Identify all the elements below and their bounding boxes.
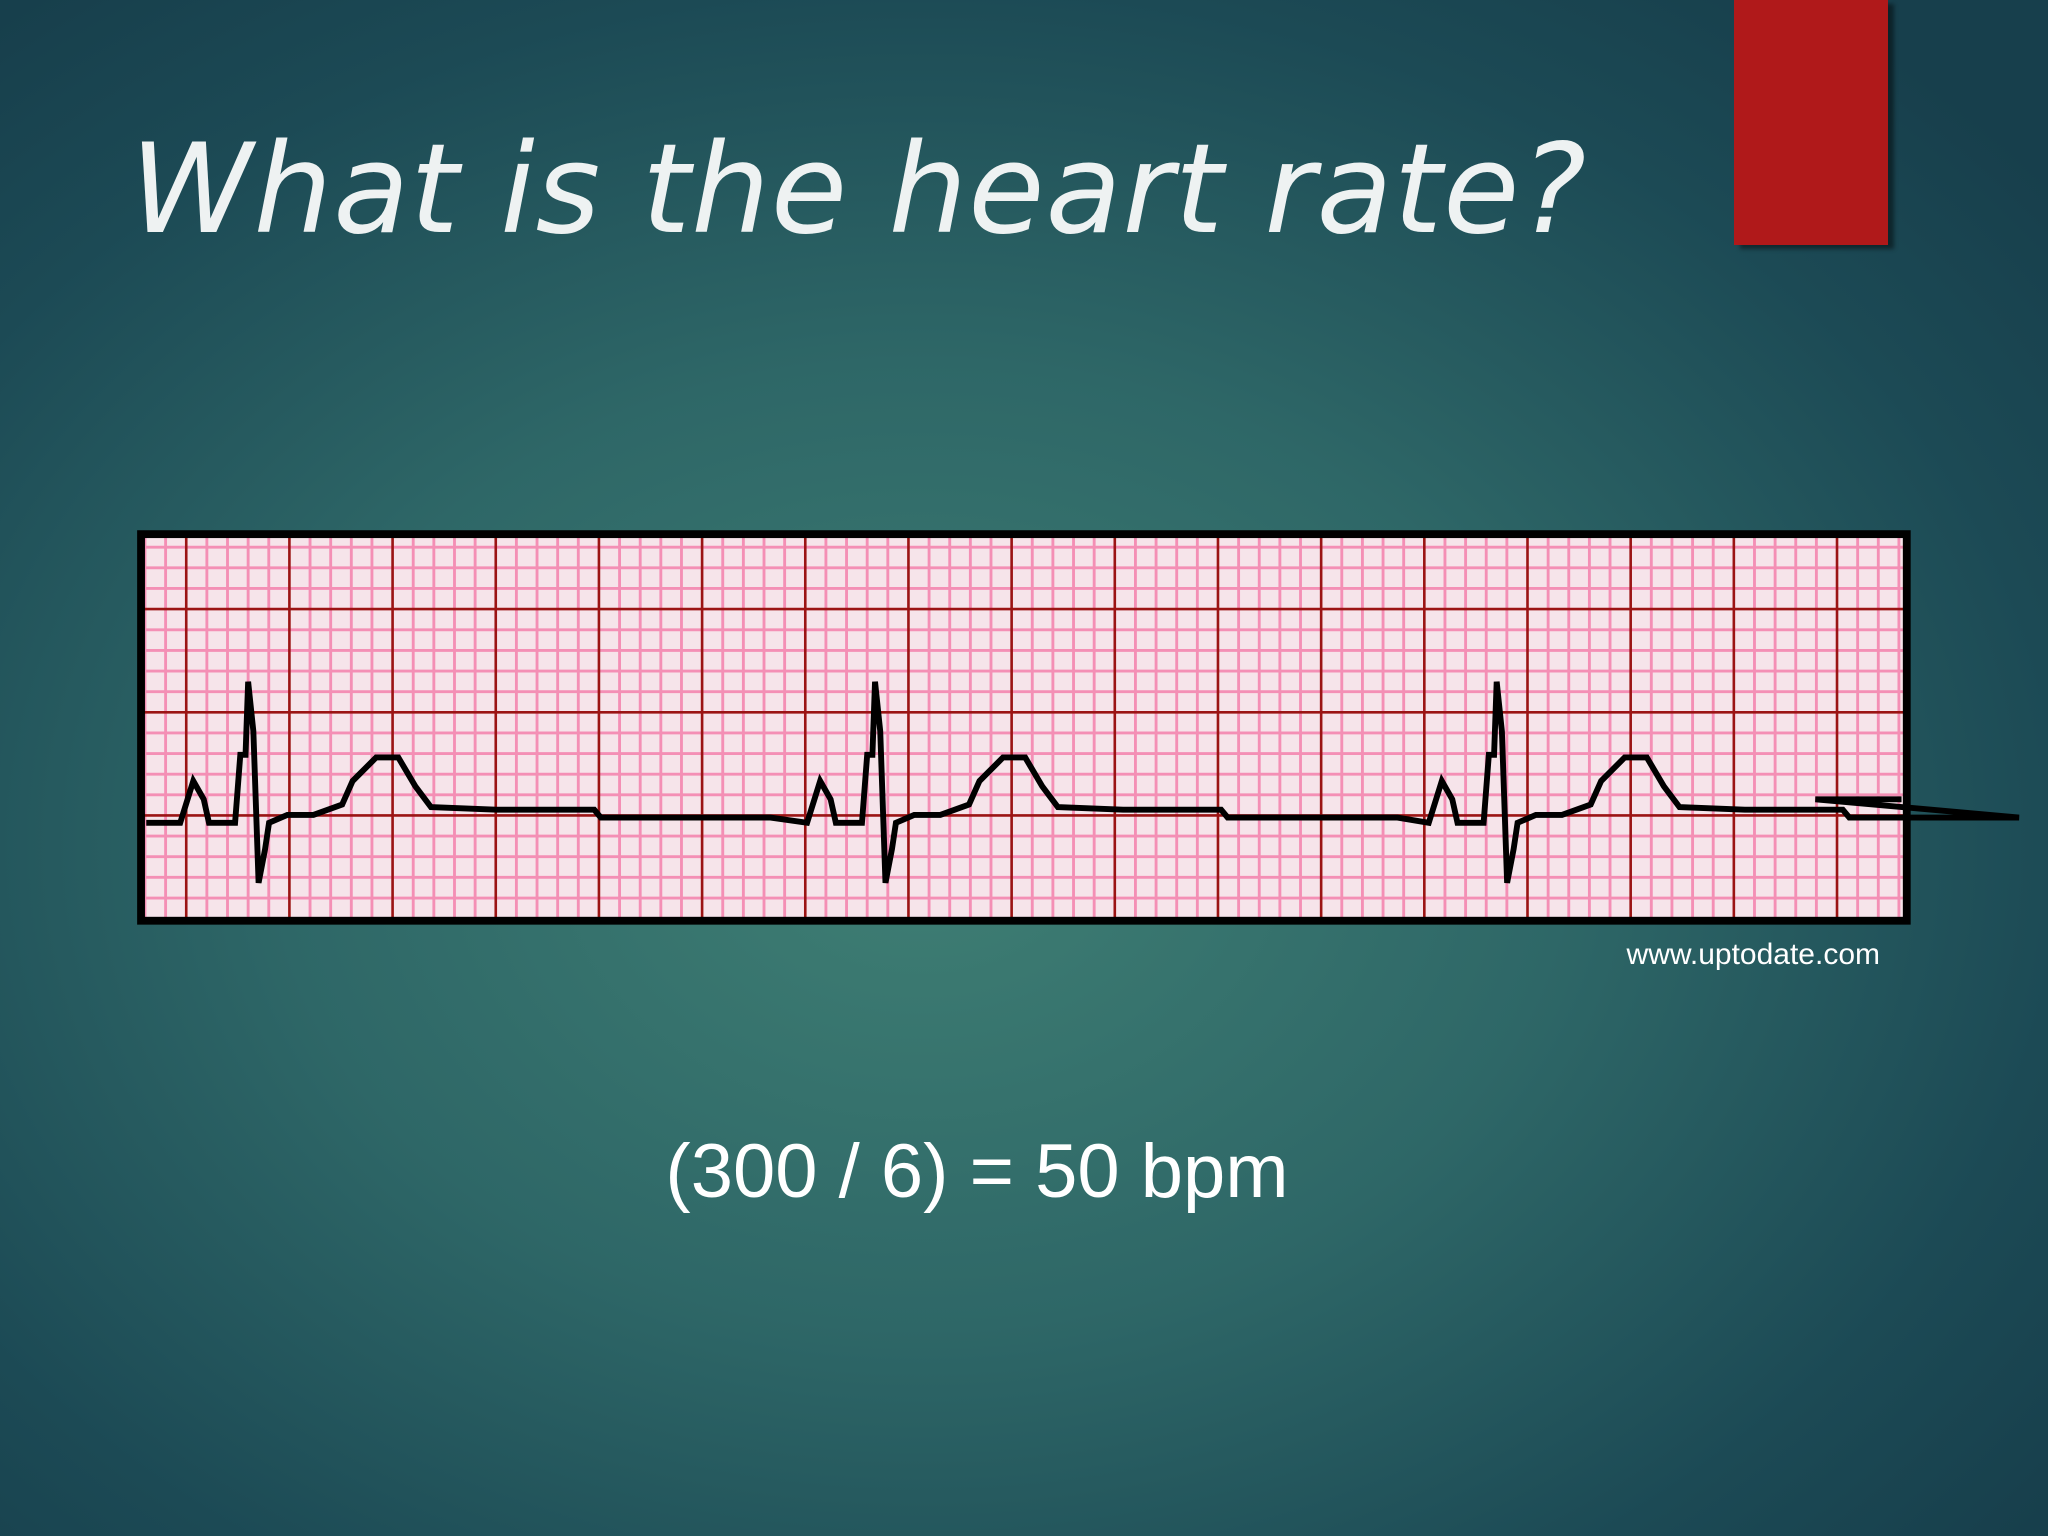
accent-bar <box>1734 0 1888 245</box>
ecg-paper <box>141 534 1907 921</box>
slide-title: What is the heart rate? <box>130 118 1588 262</box>
ecg-trace <box>146 681 2020 884</box>
source-credit: www.uptodate.com <box>1626 938 1880 971</box>
ecg-border <box>137 530 1911 925</box>
answer-formula: (300 / 6) = 50 bpm <box>665 1129 1289 1214</box>
